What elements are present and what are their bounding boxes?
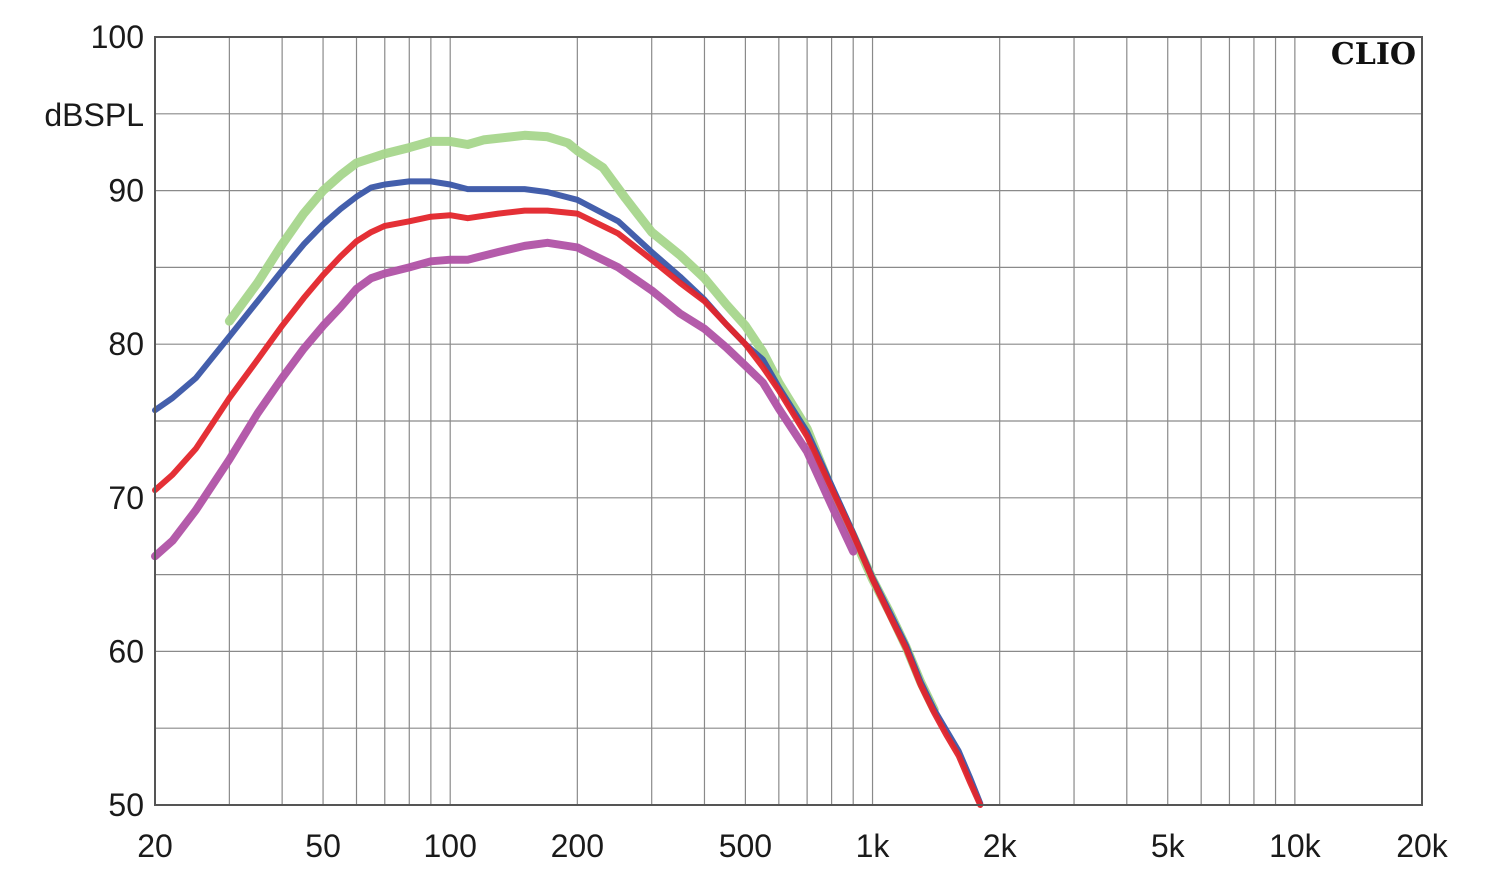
y-axis-label: dBSPL [44,97,144,133]
y-tick-label: 70 [108,480,144,516]
series-line-2 [152,178,984,807]
x-tick-label: 2k [983,828,1018,864]
x-tick-label: 100 [424,828,477,864]
y-tick-label: 80 [108,326,144,362]
x-tick-label: 5k [1151,828,1186,864]
series-line-1 [224,130,939,715]
series-line-4 [151,238,858,561]
series-line-3 [152,207,984,808]
brand-logo-text: CLIO [1331,37,1416,72]
y-tick-label: 100 [91,19,144,55]
x-tick-label: 500 [719,828,772,864]
x-tick-label: 200 [551,828,604,864]
x-tick-label: 50 [305,828,341,864]
x-tick-label: 20k [1396,828,1449,864]
y-tick-labels: 100 90 80 70 60 50 [91,19,144,823]
y-tick-label: 60 [108,633,144,669]
x-tick-label: 1k [856,828,891,864]
plot-frame [154,36,1423,806]
y-tick-label: 50 [108,787,144,823]
x-tick-labels: 20 50 100 200 500 1k 2k 5k 10k 20k [137,828,1449,864]
x-tick-label: 10k [1269,828,1322,864]
y-tick-label: 90 [108,173,144,209]
series-lines [151,130,984,808]
x-tick-label: 20 [137,828,173,864]
